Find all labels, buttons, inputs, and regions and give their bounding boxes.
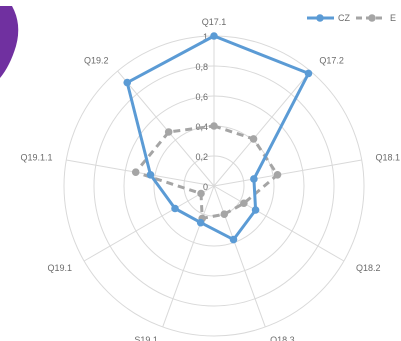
category-label-6: Q19.1 bbox=[47, 263, 72, 273]
tick-label-0: 0 bbox=[203, 182, 208, 192]
radar-spokes bbox=[66, 36, 362, 328]
radial-tick-labels: 00,20,40,60,81 bbox=[195, 32, 208, 192]
category-label-5: S19.1 bbox=[134, 335, 158, 341]
series-1-point-4 bbox=[220, 210, 229, 218]
legend-marker-e bbox=[368, 14, 376, 22]
series-0-point-6 bbox=[171, 204, 179, 213]
spoke-7 bbox=[66, 159, 215, 187]
series-1-point-3 bbox=[240, 199, 248, 208]
spoke-8 bbox=[117, 70, 215, 187]
category-label-8: Q19.2 bbox=[84, 55, 109, 65]
category-label-7: Q19.1.1 bbox=[20, 153, 52, 163]
purple-logo-fragment bbox=[0, 6, 19, 78]
series-1-point-6 bbox=[197, 189, 205, 198]
spoke-4 bbox=[213, 185, 266, 328]
legend-label-e: E bbox=[390, 13, 396, 23]
series-0-point-1 bbox=[304, 69, 313, 78]
series-0-point-2 bbox=[250, 175, 258, 183]
tick-label-4: 0,8 bbox=[195, 62, 208, 72]
legend: CZ E bbox=[307, 13, 396, 23]
spoke-1 bbox=[213, 70, 311, 187]
series-0-point-8 bbox=[123, 78, 132, 87]
legend-marker-cz bbox=[316, 14, 324, 22]
tick-label-1: 0,2 bbox=[195, 152, 208, 162]
spoke-5 bbox=[162, 185, 215, 328]
series-1-point-0 bbox=[210, 122, 218, 130]
series-1-point-2 bbox=[273, 170, 282, 179]
series-1-point-1 bbox=[249, 135, 258, 143]
tick-label-3: 0,6 bbox=[195, 92, 208, 102]
legend-label-cz: CZ bbox=[338, 13, 350, 23]
spoke-6 bbox=[83, 185, 215, 262]
category-label-1: Q17.2 bbox=[319, 55, 344, 65]
spoke-3 bbox=[213, 185, 345, 262]
category-label-2: Q18.1 bbox=[376, 153, 401, 163]
series-0-point-7 bbox=[146, 170, 155, 179]
series-1-point-8 bbox=[164, 128, 173, 136]
category-label-3: Q18.2 bbox=[356, 263, 381, 273]
series-0-point-4 bbox=[229, 235, 238, 244]
series-0-point-5 bbox=[196, 218, 205, 227]
series-1-point-7 bbox=[131, 168, 140, 176]
data-series bbox=[123, 32, 313, 244]
category-label-0: Q17.1 bbox=[202, 17, 227, 27]
spoke-2 bbox=[213, 159, 362, 187]
category-labels: Q17.1 Q17.2 Q18.1 Q18.2 Q18.3 S19.1 Q19.1 Q19.1… bbox=[20, 17, 400, 341]
series-0-point-3 bbox=[251, 206, 260, 214]
category-label-4: Q18.3 bbox=[270, 335, 295, 341]
tick-label-5: 1 bbox=[203, 32, 208, 42]
series-line-0 bbox=[125, 34, 310, 242]
series-0-point-0 bbox=[210, 32, 218, 40]
